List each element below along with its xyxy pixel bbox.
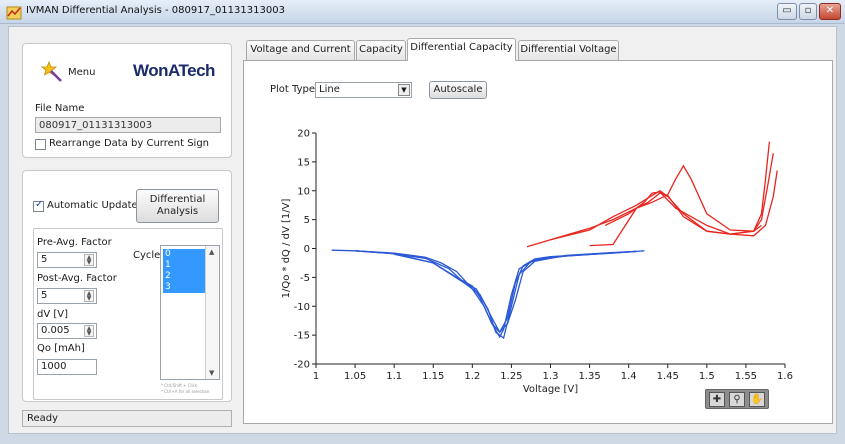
qo-label: Qo [mAh] <box>37 343 85 354</box>
maximize-button[interactable]: ▫ <box>799 3 817 20</box>
cycle-item[interactable]: 0 <box>163 249 208 260</box>
dropdown-arrow-icon[interactable]: ▼ <box>398 84 410 96</box>
cycle-item[interactable]: 2 <box>163 271 208 282</box>
selection-hint-1: * Ctrl/Shift + Click <box>161 383 198 388</box>
tab-voltage-current[interactable]: Voltage and Current <box>246 40 355 60</box>
dv-label: dV [V] <box>37 309 69 320</box>
file-name-label: File Name <box>35 103 85 114</box>
title-bar: IVMAN Differential Analysis - 080917_011… <box>0 0 845 24</box>
tab-differential-capacity[interactable]: Differential Capacity <box>407 38 516 61</box>
app-icon <box>6 6 22 20</box>
tab-capacity[interactable]: Capacity <box>356 40 406 60</box>
rearrange-label: Rearrange Data by Current Sign <box>49 138 210 149</box>
post-avg-input[interactable]: 5 ▲ ▼ <box>37 288 97 304</box>
differential-capacity-panel <box>243 60 833 424</box>
magic-wand-icon <box>40 60 62 82</box>
dv-input[interactable]: 0.005 ▲ ▼ <box>37 323 97 339</box>
plot-type-select[interactable]: Line ▼ <box>315 82 412 98</box>
differential-analysis-button[interactable]: Differential Analysis <box>136 189 219 223</box>
scroll-down-icon[interactable]: ▼ <box>209 369 215 377</box>
auto-update-checkbox[interactable] <box>33 199 44 212</box>
auto-update-label: Automatic Update <box>47 200 138 211</box>
close-button[interactable]: ✕ <box>819 3 841 20</box>
rearrange-checkbox[interactable] <box>35 139 46 150</box>
autoscale-label: Autoscale <box>433 84 483 95</box>
menu-label: Menu <box>68 67 96 78</box>
graph-palette: ✚ ⚲ ✋ <box>705 389 769 409</box>
differential-analysis-label: Differential Analysis <box>149 194 206 217</box>
tab-differential-voltage[interactable]: Differential Voltage <box>518 40 619 60</box>
status-bar: Ready <box>22 410 232 427</box>
spinner-icon[interactable]: ▲ ▼ <box>84 254 94 266</box>
selection-hint-2: * Ctrl+A for all selection <box>161 389 210 394</box>
pre-avg-label: Pre-Avg. Factor <box>37 237 112 248</box>
menu-button[interactable]: Menu <box>40 60 120 86</box>
plot-type-label: Plot Type <box>270 84 315 95</box>
file-panel <box>22 43 232 158</box>
file-name-field[interactable]: 080917_01131313003 <box>35 117 221 133</box>
autoscale-button[interactable]: Autoscale <box>429 81 487 99</box>
spinner-icon[interactable]: ▲ ▼ <box>84 290 94 302</box>
zoom-icon[interactable]: ⚲ <box>729 392 745 407</box>
scroll-up-icon[interactable]: ▲ <box>209 248 215 256</box>
qo-input[interactable]: 1000 <box>37 359 97 375</box>
plot-type-value: Line <box>319 84 340 95</box>
cycle-item[interactable]: 3 <box>163 282 208 293</box>
spinner-icon[interactable]: ▲ ▼ <box>84 325 94 337</box>
wonatech-logo: WonATech <box>133 61 215 80</box>
pre-avg-input[interactable]: 5 ▲ ▼ <box>37 252 97 268</box>
cycle-scrollbar[interactable]: ▲ ▼ <box>205 246 219 379</box>
pan-hand-icon[interactable]: ✋ <box>749 392 765 407</box>
crosshair-icon[interactable]: ✚ <box>709 392 725 407</box>
minimize-button[interactable]: ▭ <box>777 3 797 20</box>
cycle-item[interactable]: 1 <box>163 260 208 271</box>
window-title: IVMAN Differential Analysis - 080917_011… <box>26 5 285 16</box>
post-avg-label: Post-Avg. Factor <box>37 273 117 284</box>
cycle-listbox[interactable]: 0 1 2 3 ▲ ▼ <box>160 245 220 380</box>
cycle-label: Cycle <box>133 250 161 261</box>
